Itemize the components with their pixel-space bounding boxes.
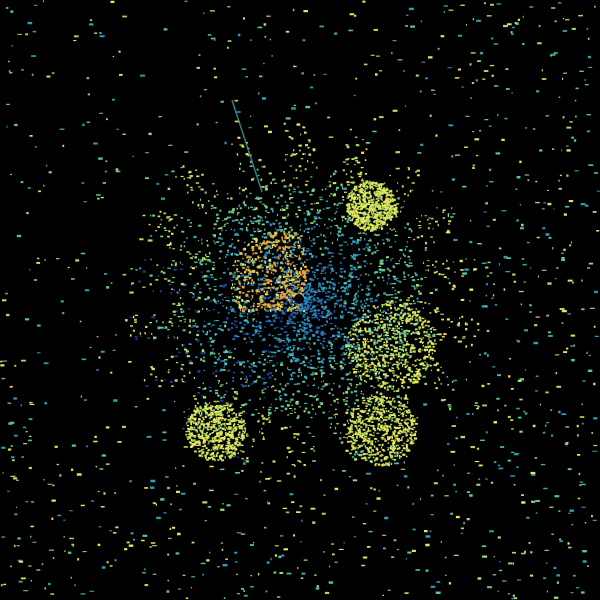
center-hole [294,294,304,304]
scan-points [230,230,310,313]
streak [231,99,263,193]
